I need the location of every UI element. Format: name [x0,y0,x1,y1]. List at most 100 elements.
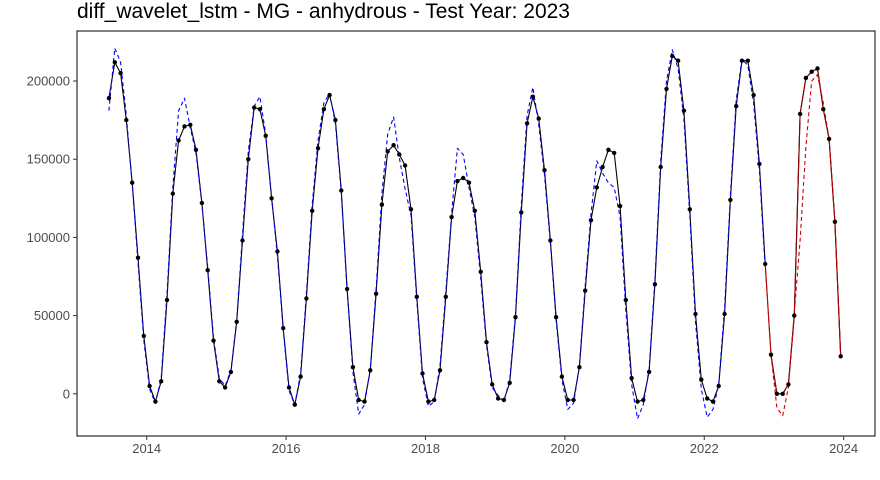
data-point-0 [106,96,112,101]
data-point-0 [193,147,199,152]
data-point-0 [356,397,361,403]
data-point-2 [838,354,843,359]
data-point-0 [507,380,512,385]
data-point-0 [757,161,762,167]
data-point-0 [739,58,745,63]
data-point-0 [275,249,280,254]
data-point-0 [524,121,530,126]
data-point-0 [699,377,704,382]
data-point-0 [252,105,257,110]
data-point-0 [217,379,222,384]
data-point-0 [600,164,605,170]
data-point-0 [182,124,187,129]
data-point-0 [710,399,716,404]
data-point-0 [612,150,617,156]
data-point-0 [646,369,652,375]
data-point-2 [815,66,820,71]
data-point-2 [821,107,826,112]
data-point-0 [658,164,663,170]
data-point-0 [432,397,437,403]
data-point-0 [542,168,547,173]
data-point-0 [763,261,768,267]
data-point-0 [530,94,536,99]
data-point-0 [449,214,454,220]
data-point-0 [310,208,315,213]
data-point-2 [792,313,797,318]
data-point-2 [780,391,785,396]
data-point-0 [594,185,599,190]
series-line-4 [764,74,842,417]
data-point-0 [350,365,356,370]
data-point-0 [629,375,634,381]
data-point-0 [705,396,710,401]
data-point-0 [315,146,321,151]
data-point-0 [402,163,408,168]
data-point-0 [734,103,739,109]
data-point-0 [222,385,228,390]
data-point-0 [501,397,507,403]
data-point-0 [571,397,576,403]
data-point-0 [751,92,756,98]
data-point-0 [559,374,565,379]
y-tick-label: 200000 [27,74,70,89]
data-point-0 [548,238,553,243]
data-point-0 [286,385,292,390]
data-point-0 [135,255,141,260]
data-point-0 [159,379,164,384]
data-point-0 [443,294,448,299]
data-point-0 [391,143,396,148]
data-point-0 [263,133,268,138]
data-point-0 [617,203,623,209]
data-point-0 [269,196,274,201]
data-point-0 [368,368,373,373]
data-point-0 [321,107,327,112]
data-point-0 [124,117,129,123]
data-point-0 [472,208,477,213]
data-point-0 [606,147,611,152]
data-point-0 [670,53,675,59]
data-point-0 [519,210,524,215]
data-point-0 [693,311,698,317]
data-point-2 [809,69,814,74]
data-point-0 [211,338,216,343]
data-point-0 [205,268,210,273]
data-point-0 [188,122,193,128]
x-tick-label: 2016 [272,441,301,456]
data-point-0 [623,297,628,303]
data-point-0 [141,333,146,339]
data-point-2 [803,75,809,81]
data-point-0 [379,202,385,207]
data-point-0 [130,180,135,185]
data-point-0 [437,368,443,373]
data-point-0 [495,396,501,401]
data-point-0 [728,197,733,203]
data-point-0 [292,402,297,407]
y-tick-label: 150000 [27,152,70,167]
data-point-0 [170,191,175,196]
data-point-0 [583,288,588,293]
data-point-0 [466,180,472,185]
data-point-0 [234,319,239,324]
data-point-0 [240,238,245,243]
data-point-0 [455,178,460,184]
data-point-0 [484,340,489,345]
data-point-0 [478,269,483,274]
data-point-0 [333,117,338,123]
data-point-2 [774,391,780,396]
data-point-0 [513,315,518,320]
data-point-0 [641,397,646,403]
data-point-0 [675,58,681,63]
x-tick-label: 2022 [690,441,719,456]
data-point-0 [536,116,541,121]
data-point-0 [304,296,309,301]
data-point-0 [681,108,687,113]
x-tick-label: 2018 [411,441,440,456]
data-point-0 [298,374,303,379]
data-point-0 [553,315,559,320]
data-point-0 [153,399,158,404]
chart-title: diff_wavelet_lstm - MG - anhydrous - Tes… [77,0,570,23]
data-point-0 [397,152,402,157]
series-line-2 [770,67,842,395]
